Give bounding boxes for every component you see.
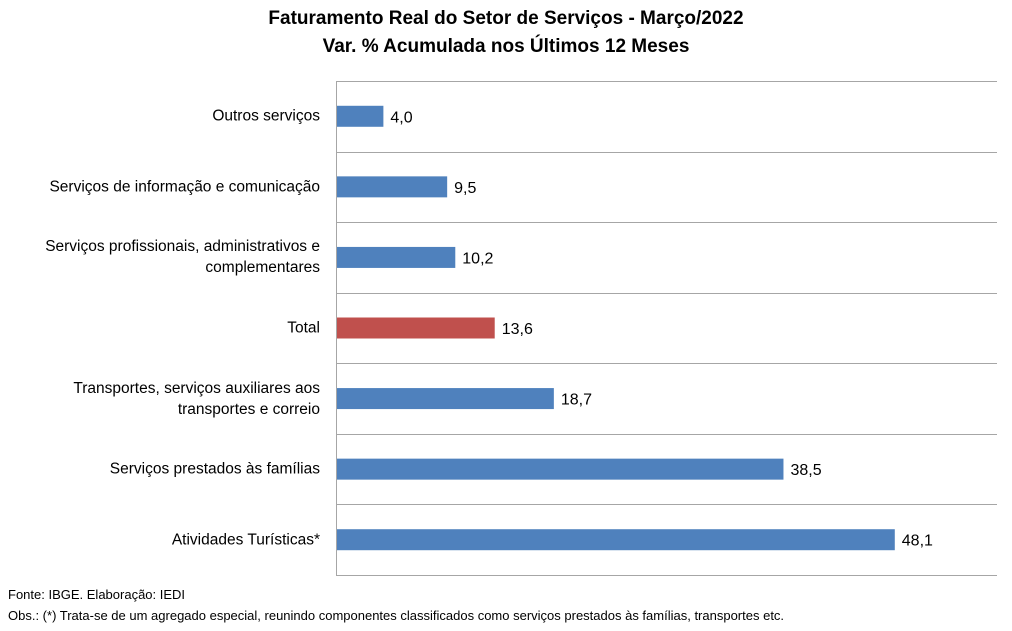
chart-title: Faturamento Real do Setor de Serviços - … bbox=[268, 8, 744, 29]
bar bbox=[337, 388, 554, 410]
category-label: Serviços profissionais, administrativos … bbox=[45, 238, 320, 277]
data-label: 9,5 bbox=[454, 180, 476, 197]
data-label: 38,5 bbox=[790, 462, 821, 479]
bar bbox=[337, 529, 895, 551]
category-label: Serviços de informação e comunicação bbox=[49, 178, 320, 196]
chart-subtitle: Var. % Acumulada nos Últimos 12 Meses bbox=[322, 36, 690, 57]
bar bbox=[337, 176, 448, 198]
bar bbox=[337, 105, 384, 127]
category-label: Outros serviços bbox=[212, 107, 320, 125]
category-label: Total bbox=[287, 319, 320, 337]
data-label: 4,0 bbox=[390, 109, 412, 126]
data-label: 18,7 bbox=[561, 392, 592, 409]
data-label: 13,6 bbox=[502, 321, 533, 338]
bar bbox=[337, 317, 495, 339]
bar bbox=[337, 458, 784, 480]
category-label: Transportes, serviços auxiliares aos tra… bbox=[73, 379, 320, 418]
observation-footnote: Obs.: (*) Trata-se de um agregado especi… bbox=[8, 608, 785, 623]
category-label: Serviços prestados às famílias bbox=[109, 460, 320, 478]
data-label: 10,2 bbox=[462, 250, 493, 267]
category-label: Atividades Turísticas* bbox=[171, 531, 320, 549]
bar bbox=[337, 246, 456, 268]
source-footnote: Fonte: IBGE. Elaboração: IEDI bbox=[8, 587, 186, 602]
data-label: 48,1 bbox=[902, 533, 933, 550]
